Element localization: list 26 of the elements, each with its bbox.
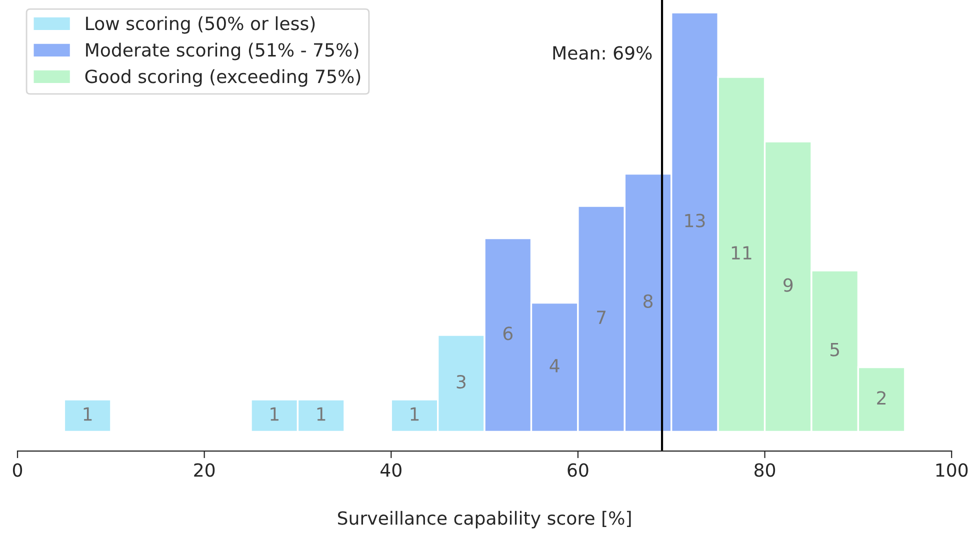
x-tick-label: 80 bbox=[754, 463, 776, 477]
legend-label: Low scoring (50% or less) bbox=[86, 16, 315, 34]
legend-label: Moderate scoring (51% - 75%) bbox=[86, 42, 358, 60]
data-label: 8 bbox=[644, 294, 653, 308]
bar bbox=[63, 398, 112, 433]
data-label: 2 bbox=[877, 391, 886, 404]
data-label: 7 bbox=[597, 310, 606, 324]
data-label: 3 bbox=[456, 374, 466, 389]
x-axis-title: Surveillance capability score [%] bbox=[338, 510, 631, 528]
x-tick-label: 60 bbox=[568, 463, 588, 477]
legend-label: Good scoring (exceeding 75%) bbox=[85, 69, 360, 87]
data-label: 5 bbox=[830, 342, 839, 356]
data-label: 1 bbox=[317, 407, 326, 421]
data-label: 1 bbox=[84, 407, 92, 421]
x-tick-label: 100 bbox=[936, 463, 968, 477]
data-label: 13 bbox=[685, 214, 705, 228]
x-tick-label: 0 bbox=[12, 463, 22, 477]
x-tick-label: 40 bbox=[380, 463, 402, 477]
data-label: 6 bbox=[503, 326, 513, 340]
data-label: 11 bbox=[732, 246, 752, 260]
data-label: 9 bbox=[784, 278, 793, 292]
data-label: 4 bbox=[550, 359, 560, 372]
data-label: 1 bbox=[270, 407, 278, 421]
data-label: 1 bbox=[410, 407, 419, 421]
ref-line-label: Mean: 69% bbox=[553, 46, 652, 60]
x-tick-label: 20 bbox=[194, 463, 215, 477]
